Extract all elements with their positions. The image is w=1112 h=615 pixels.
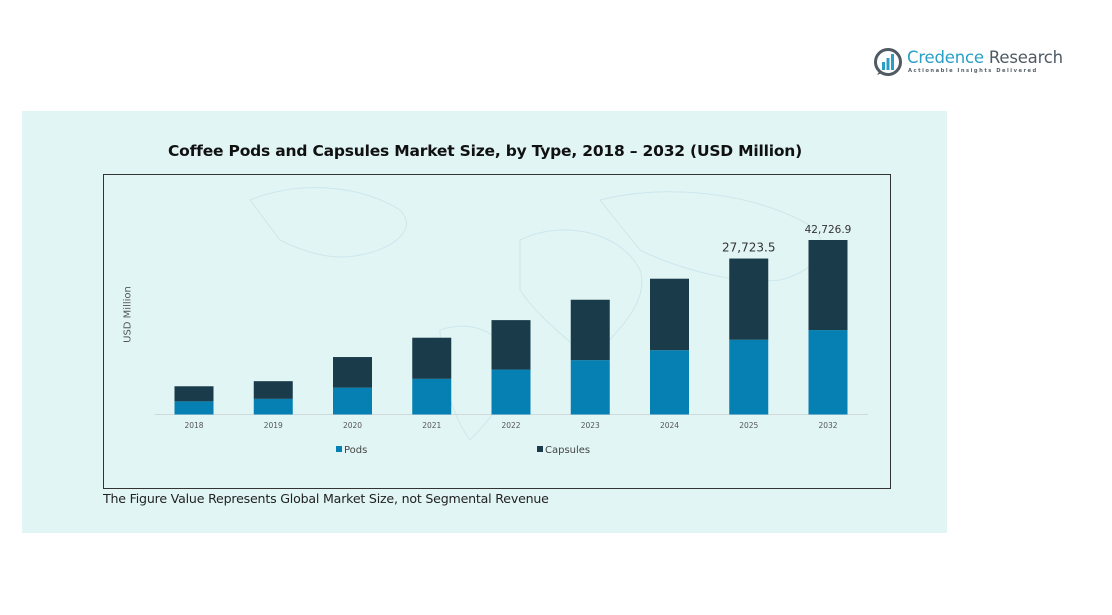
chart-panel — [22, 111, 947, 533]
brand-name-part2: Research — [983, 48, 1063, 67]
bar-capsules-2025 — [729, 258, 769, 340]
bar-pods-2032 — [808, 330, 848, 415]
bar-pods-2020 — [333, 387, 372, 415]
data-label-2032: 42,726.9 — [805, 224, 852, 236]
x-tick-label-2024: 2024 — [660, 421, 679, 430]
bar-pods-2019 — [253, 398, 293, 415]
x-tick-label-2022: 2022 — [501, 421, 520, 430]
x-tick-label-2032: 2032 — [818, 421, 837, 430]
bar-capsules-2022 — [491, 320, 531, 370]
brand-name-part1: Credence — [907, 48, 984, 67]
y-axis-label: USD Million — [122, 286, 134, 343]
bar-pods-2018 — [174, 401, 214, 415]
data-label-2025: 27,723.5 — [722, 241, 775, 255]
credence-logo-icon — [874, 48, 902, 76]
plot-frame — [103, 174, 891, 489]
legend-swatch-pods — [336, 446, 342, 452]
bar-capsules-2019 — [253, 381, 293, 399]
legend-item-capsules: Capsules — [537, 445, 590, 456]
x-tick-label-2020: 2020 — [343, 421, 362, 430]
x-tick-label-2018: 2018 — [184, 421, 203, 430]
x-tick-label-2025: 2025 — [739, 421, 758, 430]
bar-pods-2025 — [729, 339, 769, 415]
bar-capsules-2018 — [174, 386, 214, 402]
brand-logo: Credence Research Actionable Insights De… — [874, 46, 1064, 80]
legend-swatch-capsules — [537, 446, 543, 452]
bar-capsules-2032 — [808, 240, 848, 331]
bar-capsules-2024 — [650, 278, 689, 351]
bar-capsules-2020 — [333, 357, 372, 388]
bar-pods-2021 — [412, 378, 452, 415]
x-tick-label-2021: 2021 — [422, 421, 441, 430]
brand-tagline: Actionable Insights Delivered — [908, 68, 1038, 74]
legend-item-pods: Pods — [336, 445, 367, 456]
legend-label-capsules: Capsules — [545, 445, 591, 456]
bar-capsules-2021 — [412, 337, 452, 379]
x-tick-label-2019: 2019 — [264, 421, 283, 430]
bar-pods-2023 — [570, 360, 610, 415]
brand-name: Credence Research — [907, 48, 1063, 67]
bar-capsules-2023 — [570, 299, 610, 361]
chart-title: Coffee Pods and Capsules Market Size, by… — [168, 142, 802, 160]
bar-pods-2022 — [491, 369, 531, 415]
legend-label-pods: Pods — [344, 445, 368, 456]
bar-pods-2024 — [650, 350, 689, 415]
x-tick-label-2023: 2023 — [581, 421, 600, 430]
footnote: The Figure Value Represents Global Marke… — [103, 491, 549, 506]
